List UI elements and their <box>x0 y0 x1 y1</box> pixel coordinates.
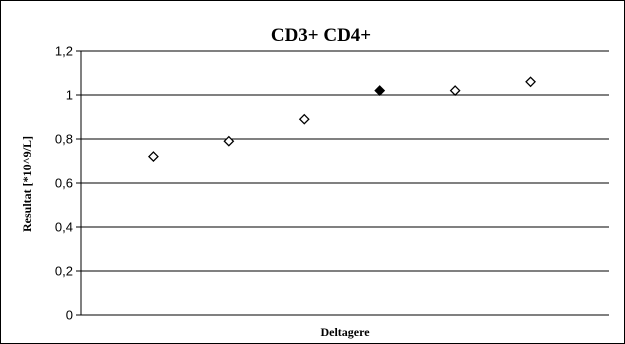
y-axis-title: Resultat [*10^9/L] <box>20 136 34 232</box>
data-point-filled <box>374 85 386 97</box>
data-point <box>449 85 461 97</box>
data-points <box>148 76 536 163</box>
y-tick-label: 1,2 <box>55 44 73 59</box>
data-point <box>223 135 235 147</box>
y-tick-label: 0,2 <box>55 264 73 279</box>
chart-title: CD3+ CD4+ <box>271 25 371 46</box>
y-tick-label: 0,8 <box>55 132 73 147</box>
data-point <box>525 76 536 88</box>
data-point <box>298 113 310 125</box>
data-point <box>148 151 159 163</box>
gridlines <box>81 50 609 272</box>
y-axis-ticks: 0 0,2 0,4 0,6 0,8 1 1,2 <box>55 44 81 323</box>
y-tick-label: 1 <box>66 88 73 103</box>
y-tick-label: 0,4 <box>55 220 73 235</box>
y-tick-label: 0,6 <box>55 176 73 191</box>
x-axis-title: Deltagere <box>320 325 370 339</box>
y-tick-label: 0 <box>66 308 73 323</box>
